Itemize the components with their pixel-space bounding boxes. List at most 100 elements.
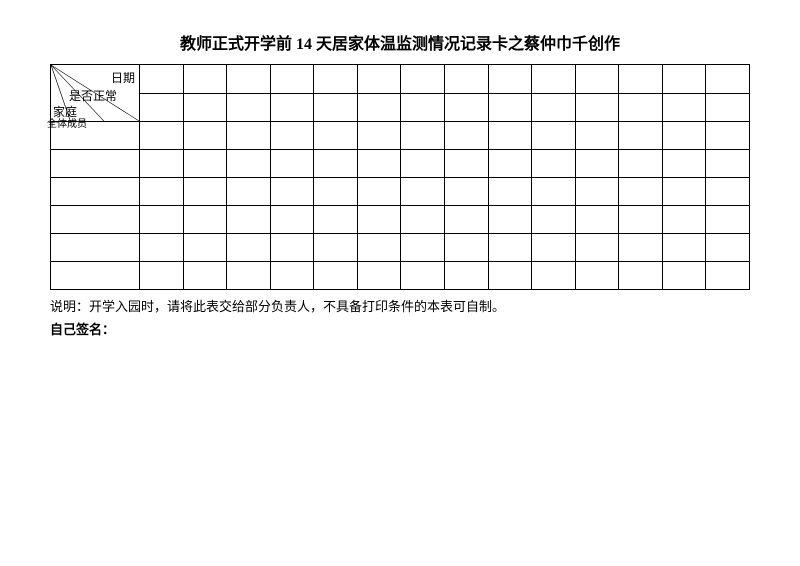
- table-cell: [575, 206, 619, 234]
- table-cell: [227, 206, 271, 234]
- table-cell: [140, 234, 184, 262]
- header-cell: [488, 65, 532, 94]
- header-members-label: 全体成员: [47, 115, 87, 130]
- header-cell: [662, 93, 706, 122]
- table-cell: [444, 122, 488, 150]
- header-cell: [183, 93, 227, 122]
- table-cell: [706, 234, 750, 262]
- header-cell: [227, 93, 271, 122]
- table-cell: [401, 122, 445, 150]
- page-title: 教师正式开学前 14 天居家体温监测情况记录卡之蔡仲巾千创作: [50, 30, 750, 54]
- table-cell: [575, 150, 619, 178]
- table-cell: [532, 234, 576, 262]
- table-cell: [270, 262, 314, 290]
- table-cell: [270, 122, 314, 150]
- table-cell: [532, 262, 576, 290]
- table-cell: [270, 178, 314, 206]
- table-cell: [183, 262, 227, 290]
- header-cell: [444, 65, 488, 94]
- table-cell: [662, 150, 706, 178]
- table-cell: [314, 150, 358, 178]
- header-cell: [488, 93, 532, 122]
- table-cell: [357, 262, 401, 290]
- row-label-cell: [51, 178, 140, 206]
- table-cell: [140, 122, 184, 150]
- table-cell: [401, 178, 445, 206]
- table-cell: [706, 206, 750, 234]
- table-cell: [706, 122, 750, 150]
- table-cell: [619, 178, 663, 206]
- header-cell: [532, 93, 576, 122]
- table-cell: [314, 234, 358, 262]
- table-cell: [444, 178, 488, 206]
- table-cell: [401, 234, 445, 262]
- header-row-2: [51, 93, 750, 122]
- table-cell: [183, 178, 227, 206]
- header-cell: [401, 65, 445, 94]
- table-cell: [619, 150, 663, 178]
- table-cell: [401, 262, 445, 290]
- table-row: [51, 150, 750, 178]
- table-cell: [662, 122, 706, 150]
- table-cell: [270, 234, 314, 262]
- table-cell: [140, 178, 184, 206]
- signature-label: 自己签名：: [50, 319, 750, 338]
- table-cell: [444, 262, 488, 290]
- table-cell: [619, 234, 663, 262]
- table-cell: [488, 150, 532, 178]
- table-cell: [270, 206, 314, 234]
- table-cell: [357, 122, 401, 150]
- table-cell: [401, 206, 445, 234]
- header-cell: [619, 93, 663, 122]
- table-cell: [314, 122, 358, 150]
- table-cell: [401, 150, 445, 178]
- header-cell: [357, 65, 401, 94]
- header-cell: [140, 93, 184, 122]
- table-cell: [183, 122, 227, 150]
- table-cell: [357, 178, 401, 206]
- table-cell: [575, 178, 619, 206]
- header-cell: [444, 93, 488, 122]
- table-cell: [444, 234, 488, 262]
- table-cell: [488, 178, 532, 206]
- header-date-label: 日期: [111, 69, 135, 86]
- table-cell: [357, 150, 401, 178]
- table-cell: [662, 206, 706, 234]
- table-cell: [488, 122, 532, 150]
- header-cell: [575, 93, 619, 122]
- header-cell: [314, 65, 358, 94]
- table-cell: [532, 206, 576, 234]
- row-label-cell: [51, 234, 140, 262]
- table-cell: [444, 206, 488, 234]
- header-cell: [575, 65, 619, 94]
- table-row: [51, 206, 750, 234]
- note-text: 说明：开学入园时，请将此表交给部分负责人，不具备打印条件的本表可自制。: [50, 296, 750, 315]
- table-cell: [183, 150, 227, 178]
- table-cell: [488, 262, 532, 290]
- header-cell: [140, 65, 184, 94]
- header-cell: [619, 65, 663, 94]
- table-container: 日期 是否正常 家庭 全体成员: [50, 64, 750, 290]
- table-cell: [575, 234, 619, 262]
- table-cell: [619, 206, 663, 234]
- table-cell: [662, 234, 706, 262]
- table-row: [51, 262, 750, 290]
- table-cell: [575, 122, 619, 150]
- table-cell: [270, 150, 314, 178]
- table-cell: [532, 150, 576, 178]
- table-row: [51, 178, 750, 206]
- table-cell: [314, 262, 358, 290]
- table-row: [51, 122, 750, 150]
- row-label-cell: [51, 262, 140, 290]
- row-label-cell: [51, 150, 140, 178]
- table-cell: [140, 206, 184, 234]
- table-row: [51, 234, 750, 262]
- table-cell: [227, 234, 271, 262]
- table-cell: [706, 150, 750, 178]
- table-cell: [706, 262, 750, 290]
- table-cell: [357, 206, 401, 234]
- table-cell: [183, 206, 227, 234]
- table-cell: [314, 206, 358, 234]
- table-cell: [662, 262, 706, 290]
- table-cell: [662, 178, 706, 206]
